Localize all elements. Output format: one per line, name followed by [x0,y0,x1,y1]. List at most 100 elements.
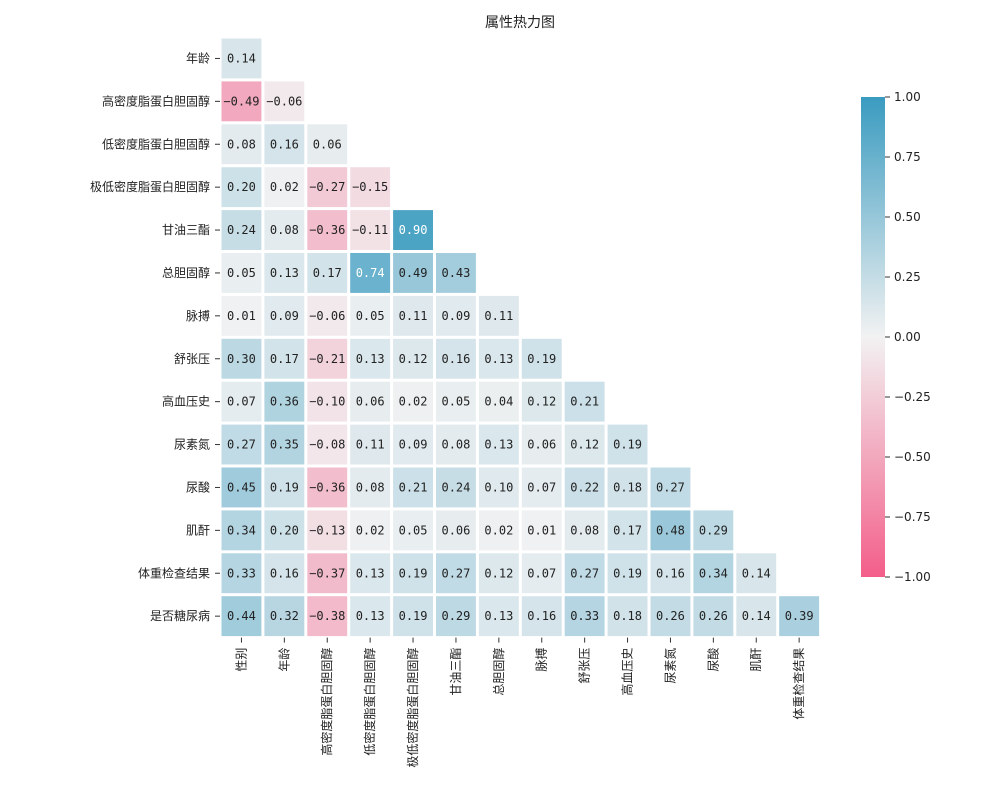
cell-value-label: 0.07 [527,480,556,494]
cell-value-label: 0.16 [270,566,299,580]
heatmap-cell [693,510,734,551]
heatmap-cell [393,210,433,250]
heatmap-cell [607,424,648,465]
cell-value-label: 0.05 [441,395,470,409]
cell-value-label: 0.16 [656,566,685,580]
cell-value-label: 0.20 [227,180,256,194]
cell-value-label: 0.08 [270,223,299,237]
colorbar: 1.00 0.75 0.50 0.25 0.00 −0.25 −0.50 −0.75 −1.00 [861,90,931,584]
cell-value-label: −0.11 [352,223,388,237]
cell-value-label: 0.27 [656,480,685,494]
heatmap-cell [393,467,433,508]
heatmap-cell [478,467,519,508]
col-tick-label: 肌酐 [749,648,763,672]
heatmap-cell [350,338,391,379]
heatmap-cell [264,253,305,293]
heatmap-cell [478,295,519,336]
heatmap-cell [221,124,262,165]
heatmap-cell [264,596,305,637]
col-tick-label: 甘油三酯 [449,648,463,696]
heatmap-cell [350,510,391,551]
cell-value-label: 0.17 [270,352,299,366]
cell-value-label: 0.06 [356,395,385,409]
heatmap-cell [607,510,648,551]
heatmap-cell [564,510,605,551]
heatmap-cell [221,510,262,551]
cell-value-label: 0.33 [227,566,256,580]
cell-value-label: 0.06 [313,137,342,151]
cell-value-label: 0.14 [742,566,771,580]
row-tick-label: 高血压史 [162,394,210,409]
heatmap-cells: 0.14−0.49 −0.060.08 0.16 0.060.20 0.02 −0.27−… [221,38,820,637]
row-tick-label: 肌酐 [186,523,210,537]
cell-value-label: 0.19 [527,352,556,366]
cell-value-label: 0.11 [484,309,513,323]
cell-value-label: 0.48 [656,523,685,537]
heatmap-cell [564,596,605,637]
heatmap-cell [393,553,433,594]
heatmap-cell [478,553,519,594]
cell-value-label: 0.36 [270,395,299,409]
heatmap-cell [779,596,820,637]
heatmap-cell [564,553,605,594]
row-tick-label: 尿酸 [186,479,210,494]
cell-value-label: 0.16 [270,137,299,151]
heatmap-cell [221,381,262,422]
col-tick-label: 高密度脂蛋白胆固醇 [319,648,334,756]
cell-value-label: 0.27 [227,438,256,452]
col-tick-label: 总胆固醇 [491,648,506,696]
cell-value-label: 0.18 [613,609,642,623]
cell-value-label: 0.13 [356,566,385,580]
heatmap-cell [307,467,348,508]
cell-value-label: 0.05 [356,309,385,323]
cell-value-label: −0.08 [309,438,345,452]
heatmap-cell [350,210,391,250]
cell-value-label: 0.09 [441,309,470,323]
heatmap-cell [221,81,262,122]
cell-value-label: 0.45 [227,480,256,494]
heatmap-cell [693,553,734,594]
cell-value-label: 0.17 [613,523,642,537]
heatmap-cell [307,338,348,379]
heatmap-cell [436,295,476,336]
cell-value-label: 0.32 [270,609,299,623]
heatmap-cell [350,467,391,508]
heatmap-cell [436,510,476,551]
cell-value-label: −0.06 [266,94,302,108]
col-tick-label: 体重检查结果 [791,648,806,720]
heatmap-cell [221,596,262,637]
heatmap-cell [521,553,562,594]
colorbar-gradient [861,97,885,577]
heatmap-cell [521,596,562,637]
heatmap-cell [607,553,648,594]
cell-value-label: 0.44 [227,609,256,623]
cell-value-label: 0.08 [441,438,470,452]
cell-value-label: 0.13 [484,609,513,623]
colorbar-tick-label: −0.25 [894,390,931,404]
cell-value-label: 0.19 [613,438,642,452]
cell-value-label: 0.29 [441,609,470,623]
colorbar-tick-label: −0.50 [894,450,931,464]
cell-value-label: −0.27 [309,180,345,194]
heatmap-cell [478,338,519,379]
heatmap-cell [307,124,348,165]
cell-value-label: 0.19 [399,609,428,623]
cell-value-label: 0.19 [613,566,642,580]
heatmap-cell [221,210,262,250]
heatmap-cell [436,381,476,422]
heatmap-cell [307,295,348,336]
heatmap-cell [521,424,562,465]
heatmap-cell [264,124,305,165]
cell-value-label: 0.19 [270,480,299,494]
heatmap-cell [436,553,476,594]
heatmap-cell [436,253,476,293]
cell-value-label: 0.04 [484,395,513,409]
heatmap-cell [350,295,391,336]
heatmap-cell [307,596,348,637]
cell-value-label: 0.33 [570,609,599,623]
colorbar-tick-label: 0.25 [894,270,921,284]
heatmap-cell [221,295,262,336]
row-tick-label: 年龄 [186,51,210,65]
cell-value-label: −0.10 [309,395,345,409]
cell-value-label: 0.13 [270,266,299,280]
